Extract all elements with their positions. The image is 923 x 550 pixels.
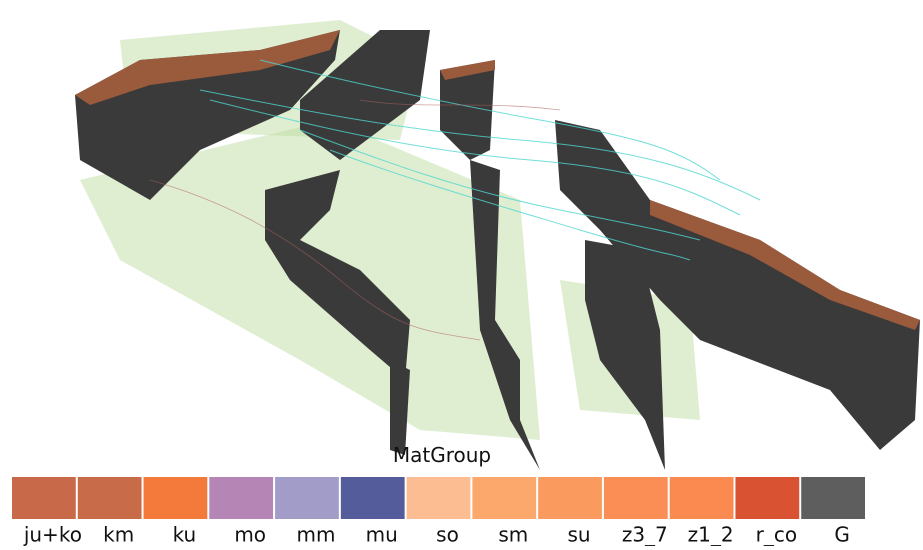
legend-label: sm bbox=[498, 523, 528, 547]
visualization: MatGroup ju+ko km ku mo mm mu so sm su z3_7 z1_2 r_… bbox=[0, 0, 923, 546]
legend-swatch bbox=[670, 477, 734, 519]
legend-label: r_co bbox=[756, 523, 797, 547]
legend-label: z1_2 bbox=[688, 523, 734, 547]
legend-swatch bbox=[538, 477, 602, 519]
legend-label: mm bbox=[296, 523, 335, 547]
render-scene bbox=[75, 20, 920, 470]
legend-label: km bbox=[103, 523, 134, 547]
legend-label: mo bbox=[234, 523, 266, 547]
wall bbox=[390, 360, 410, 455]
legend-swatch bbox=[209, 477, 273, 519]
legend-swatch bbox=[735, 477, 799, 519]
legend-swatch bbox=[144, 477, 208, 519]
legend-label: su bbox=[567, 523, 590, 547]
legend-label: so bbox=[436, 523, 459, 547]
page: MatGroup ju+ko km ku mo mm mu so sm su z3_7 z1_2 r_… bbox=[0, 0, 923, 546]
legend-label: mu bbox=[366, 523, 398, 547]
legend-swatch bbox=[341, 477, 405, 519]
legend-swatch bbox=[801, 477, 865, 519]
legend-swatch bbox=[78, 477, 142, 519]
legend-swatch bbox=[472, 477, 536, 519]
legend-label: z3_7 bbox=[622, 523, 668, 547]
legend-label: ju+ko bbox=[23, 523, 82, 547]
legend-label: ku bbox=[173, 523, 197, 547]
legend-swatch bbox=[604, 477, 668, 519]
legend-title: MatGroup bbox=[393, 443, 491, 467]
legend-swatch bbox=[12, 477, 76, 519]
legend-swatch bbox=[407, 477, 471, 519]
legend-swatch bbox=[275, 477, 339, 519]
legend: ju+ko km ku mo mm mu so sm su z3_7 z1_2 r_co G bbox=[12, 477, 865, 546]
legend-label: G bbox=[834, 523, 850, 547]
